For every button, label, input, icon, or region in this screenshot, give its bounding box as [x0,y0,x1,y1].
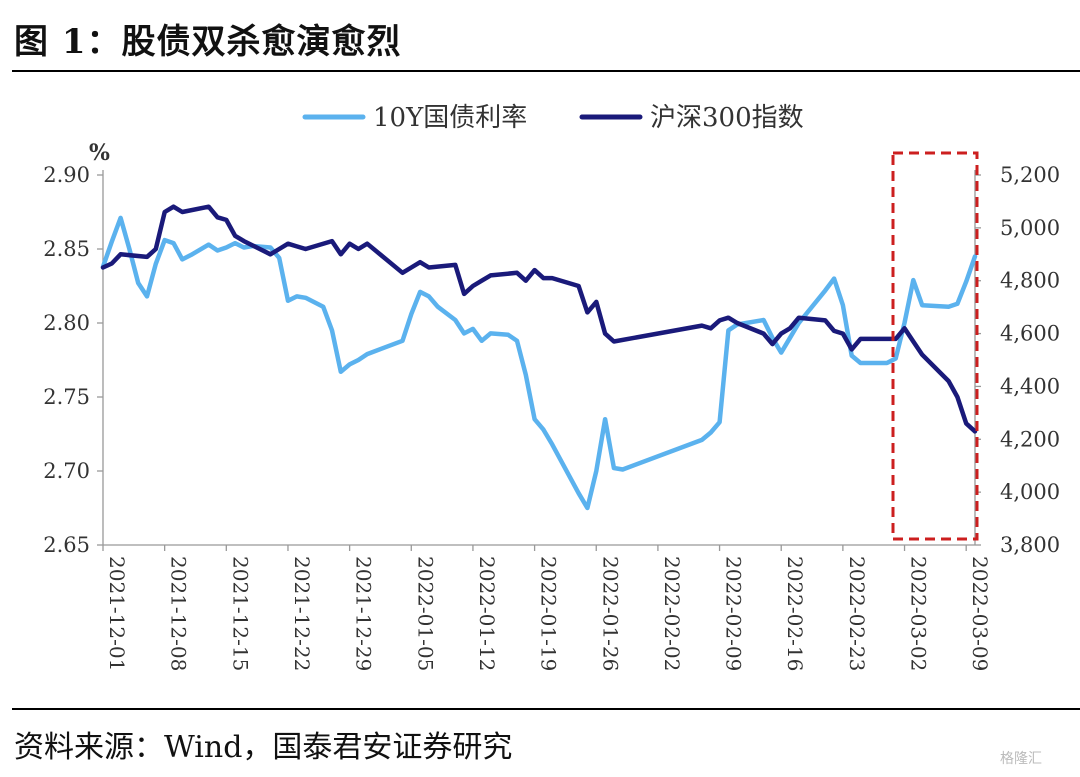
left-tick-label: 2.80 [43,311,90,335]
x-tick-label: 2022-03-02 [907,556,931,671]
series-line-bond-yield [100,215,978,511]
x-tick-label: 2021-12-08 [167,556,191,671]
right-tick-label: 4,800 [1000,269,1060,293]
x-tick-label: 2022-01-26 [598,556,622,671]
highlight-rect [891,151,979,541]
top-rule [12,70,1080,72]
bottom-rule [12,708,1080,710]
left-tick-label: 2.65 [43,533,90,557]
x-tick-label: 2021-12-01 [105,556,129,671]
x-tick-label: 2021-12-29 [352,556,376,671]
right-tick-label: 4,200 [1000,427,1060,451]
right-tick-label: 4,000 [1000,480,1060,504]
x-tick-label: 2022-01-19 [537,556,561,671]
left-tick-label: 2.85 [43,237,90,261]
series-line-csi300 [100,204,978,434]
legend-csi300-label: 沪深300指数 [650,103,804,133]
x-tick-label: 2022-02-09 [722,556,746,671]
x-tick-label: 2022-01-12 [475,556,499,671]
legend-bond-yield-label: 10Y国债利率 [373,103,527,133]
left-tick-label: 2.75 [43,385,90,409]
left-tick-label: 2.70 [43,459,90,483]
x-tick-label: 2022-03-09 [968,556,992,671]
x-tick-label: 2021-12-22 [290,556,314,671]
left-axis-unit: % [89,140,110,166]
right-tick-label: 5,000 [1000,216,1060,240]
highlight-box [891,151,979,541]
right-tick-label: 4,600 [1000,322,1060,346]
figure-source: 资料来源：Wind，国泰君安证券研究 [14,730,513,765]
figure-title: 图 1：股债双杀愈演愈烈 [14,22,402,62]
right-tick-label: 5,200 [1000,163,1060,187]
right-tick-label: 3,800 [1000,533,1060,557]
right-tick-label: 4,400 [1000,374,1060,398]
chart: 2.90 2.85 2.80 2.75 2.70 2.65% 5,200 5,000 4,800… [43,103,1060,671]
x-tick-label: 2022-02-23 [845,556,869,671]
left-tick-label: 2.90 [43,163,90,187]
series-lines [100,204,978,511]
tick-labels: 2.90 2.85 2.80 2.75 2.70 2.65% 5,200 5,000 4,800… [43,140,1060,671]
legend: 10Y国债利率 沪深300指数 [302,103,804,133]
x-tick-label: 2021-12-15 [228,556,252,671]
x-tick-label: 2022-02-16 [783,556,807,671]
x-tick-label: 2022-01-05 [413,556,437,671]
x-tick-label: 2022-02-02 [660,556,684,671]
watermark-logo: 格隆汇 [1000,751,1042,767]
